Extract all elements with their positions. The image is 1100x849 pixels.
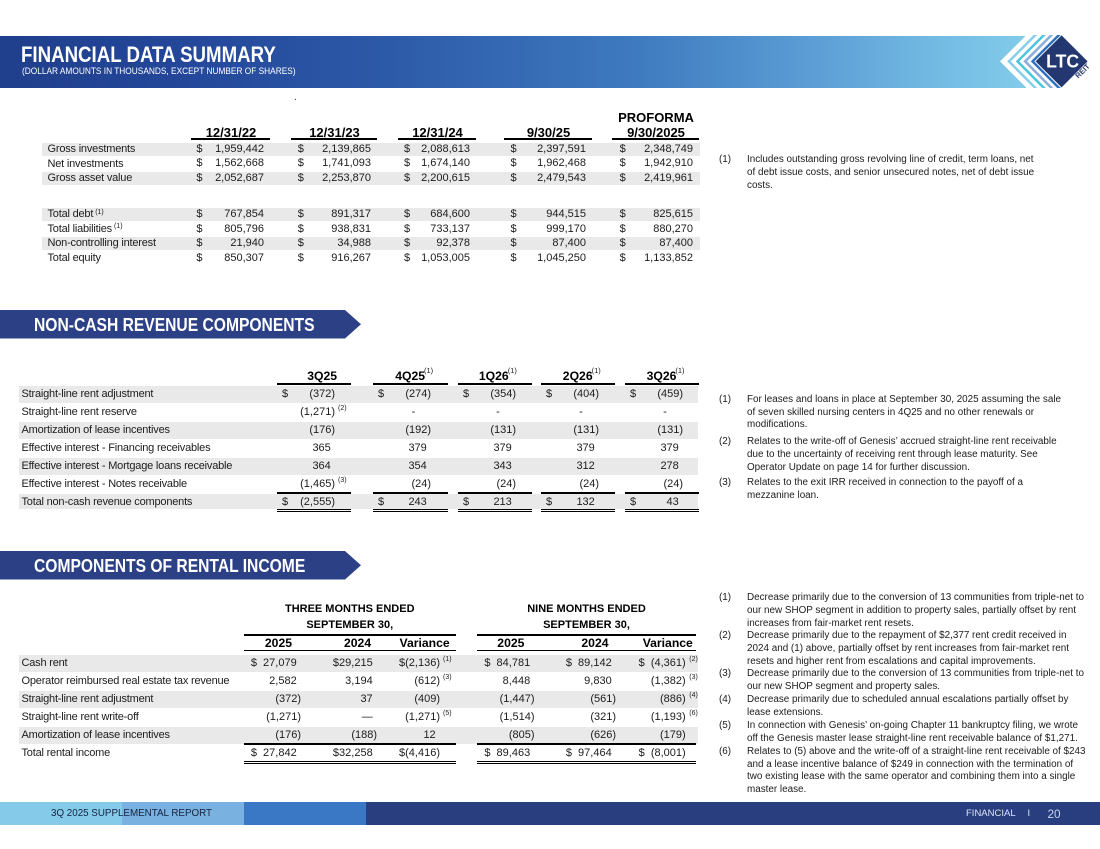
- svg-text:LTC: LTC: [1046, 51, 1079, 72]
